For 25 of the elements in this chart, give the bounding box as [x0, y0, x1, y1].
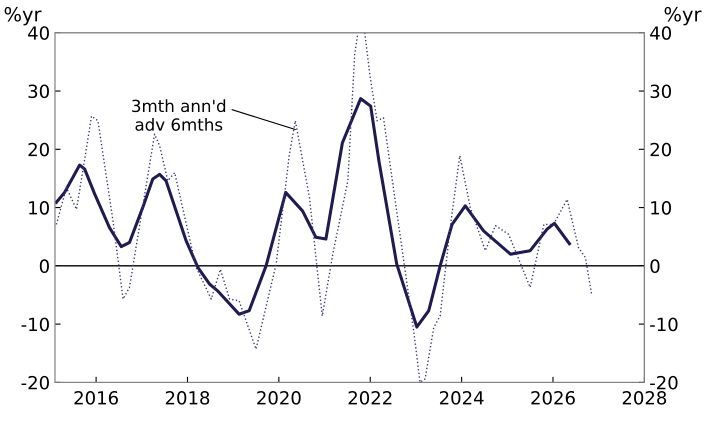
x-tick-label: 2024 [440, 391, 484, 405]
y-tick-label: 0 [40, 259, 49, 273]
y2-tick-label: 0 [650, 259, 660, 273]
y-tick-label: 30 [28, 84, 49, 98]
x-tick-label: 2028 [622, 391, 666, 405]
y2-tick-label: -10 [650, 318, 678, 332]
y2-tick-label: 30 [650, 84, 672, 98]
y2-tick-label: 40 [650, 26, 672, 40]
y2-tick-label: -20 [650, 376, 678, 390]
x-tick-label: 2022 [348, 391, 392, 405]
x-tick-label: 2026 [531, 391, 575, 405]
line-series [54, 97, 571, 329]
y-tick-label: -20 [22, 376, 49, 390]
y-axis-title: %yr [4, 6, 42, 26]
y2-axis-title: %yr [664, 6, 702, 26]
x-tick-label: 2016 [74, 391, 118, 405]
series-label: 3mth ann'd adv 6mths [132, 99, 226, 131]
x-tick-label: 2018 [166, 391, 210, 405]
y2-tick-label: 10 [651, 201, 672, 215]
x-tick-label: 2020 [257, 391, 301, 405]
y2-tick-label: 20 [650, 142, 672, 156]
y-tick-label: 40 [28, 26, 49, 40]
y-tick-label: 10 [29, 201, 49, 215]
y-tick-label: -10 [22, 318, 49, 332]
y-tick-label: 20 [28, 142, 49, 156]
